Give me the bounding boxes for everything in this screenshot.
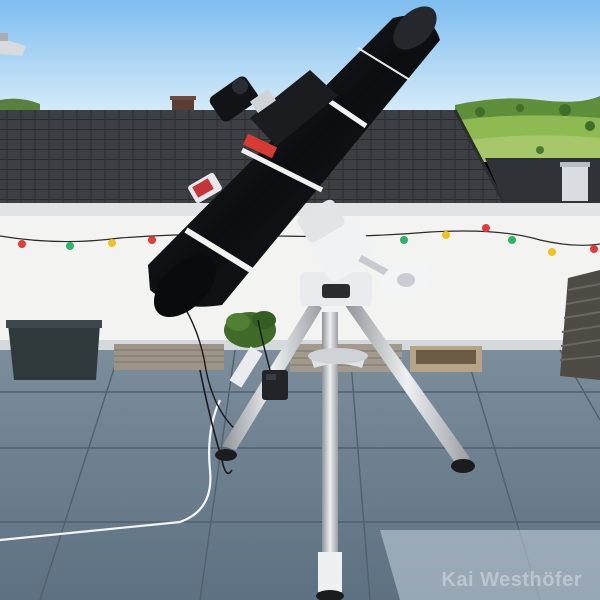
chimney (170, 96, 196, 110)
light-bulb (442, 231, 450, 239)
wicker-basket (114, 344, 224, 370)
countryside (0, 96, 600, 162)
equatorial-mount (297, 199, 432, 306)
light-bulb (108, 239, 116, 247)
light-bulb (66, 242, 74, 250)
telescope-tube (148, 6, 440, 318)
light-bulb (148, 236, 156, 244)
light-bulb (508, 236, 516, 244)
light-bulb (548, 248, 556, 256)
light-bulb (482, 224, 490, 232)
plant (224, 311, 276, 348)
neighbour-roof (485, 158, 600, 205)
light-bulb (18, 240, 26, 248)
dew-controller (188, 172, 222, 204)
light-bulb (400, 236, 408, 244)
planter-left (6, 320, 102, 380)
power-cable (0, 399, 221, 542)
camera-assembly (209, 70, 338, 146)
mount-controller (257, 319, 288, 400)
photo-watermark: Kai Westhöfer (441, 569, 582, 591)
wall-lamp (0, 33, 26, 56)
light-bulb (590, 245, 598, 253)
wooden-crate (410, 346, 482, 372)
wicker-chair (559, 270, 600, 380)
